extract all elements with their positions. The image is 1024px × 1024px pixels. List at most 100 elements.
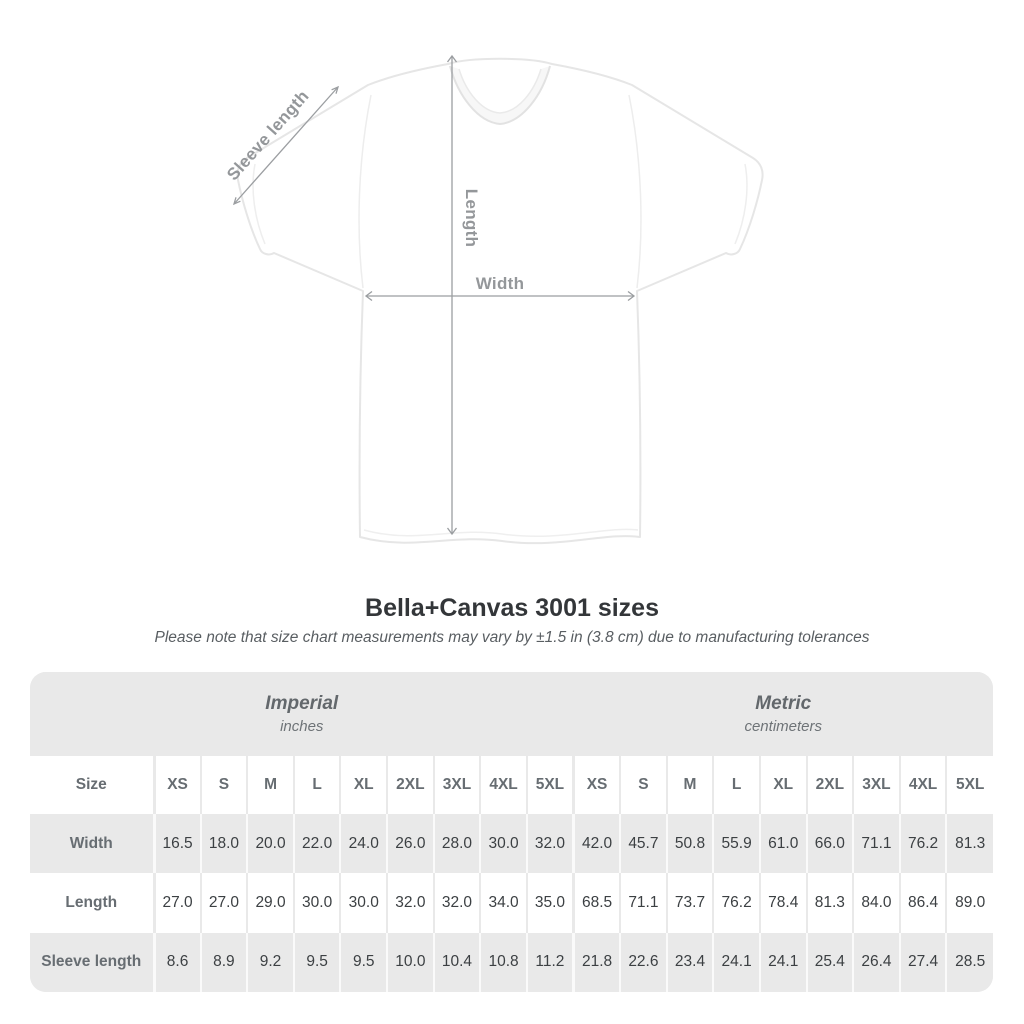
- size-table: Imperial inches Metric centimeters Size …: [30, 672, 993, 992]
- measurement-row: Width 16.5 18.0 20.0 22.0 24.0 26.0 28.0 30.0 32.…: [30, 814, 993, 874]
- value-cell: 32.0: [386, 873, 434, 933]
- value-cell: 30.0: [292, 873, 341, 933]
- value-cell: 30.0: [479, 814, 527, 874]
- size-col-header: 5XL: [525, 756, 574, 814]
- value-cell: 84.0: [852, 873, 900, 933]
- size-col-header: XS: [571, 756, 621, 814]
- value-cell: 32.0: [432, 873, 481, 933]
- value-cell: 71.1: [619, 873, 667, 933]
- size-header-row: Size XS S M L XL 2XL 3XL 4XL 5XL XS S M L XL 2XL 3XL 4XL…: [30, 756, 993, 814]
- value-cell: 24.0: [339, 814, 388, 874]
- tshirt-illustration: [236, 57, 764, 545]
- size-col-header: S: [199, 756, 248, 814]
- value-cell: 35.0: [525, 873, 574, 933]
- value-cell: 73.7: [665, 873, 714, 933]
- value-cell: 55.9: [712, 814, 760, 874]
- size-col-header: 5XL: [945, 756, 993, 814]
- size-col-header: 3XL: [432, 756, 481, 814]
- value-cell: 27.4: [898, 932, 947, 992]
- value-cell: 9.5: [292, 932, 341, 992]
- size-corner-header: Size: [30, 756, 154, 814]
- value-cell: 9.5: [339, 932, 388, 992]
- value-cell: 21.8: [571, 932, 621, 992]
- sleeve-dimension-line: [233, 86, 339, 205]
- value-cell: 18.0: [199, 814, 248, 874]
- size-table-card: Imperial inches Metric centimeters Size …: [30, 672, 993, 992]
- value-cell: 81.3: [945, 814, 993, 874]
- value-cell: 26.4: [852, 932, 900, 992]
- size-col-header: S: [619, 756, 667, 814]
- tshirt-diagram: Length Width Sleeve length: [223, 54, 764, 545]
- size-col-header: 4XL: [898, 756, 947, 814]
- page-subtitle: Please note that size chart measurements…: [154, 629, 870, 646]
- value-cell: 71.1: [852, 814, 900, 874]
- size-col-header: XL: [339, 756, 388, 814]
- value-cell: 29.0: [246, 873, 294, 933]
- value-cell: 10.0: [386, 932, 434, 992]
- value-cell: 28.5: [945, 932, 993, 992]
- value-cell: 42.0: [571, 814, 621, 874]
- metric-unit: centimeters: [744, 718, 822, 735]
- value-cell: 25.4: [805, 932, 854, 992]
- measurement-row: Sleeve length 8.6 8.9 9.2 9.5 9.5 10.0 10.4 10.8…: [30, 932, 993, 992]
- measurement-row: Length 27.0 27.0 29.0 30.0 30.0 32.0 32.0 34.0 35…: [30, 873, 993, 933]
- value-cell: 27.0: [152, 873, 201, 933]
- imperial-unit: inches: [280, 718, 324, 735]
- value-cell: 76.2: [712, 873, 760, 933]
- length-annotation: Length: [462, 189, 481, 247]
- value-cell: 28.0: [432, 814, 481, 874]
- size-col-header: M: [246, 756, 294, 814]
- value-cell: 8.9: [199, 932, 248, 992]
- page-title: Bella+Canvas 3001 sizes: [365, 594, 659, 622]
- value-cell: 10.8: [479, 932, 527, 992]
- size-col-header: 2XL: [386, 756, 434, 814]
- width-annotation: Width: [476, 274, 525, 293]
- value-cell: 68.5: [571, 873, 621, 933]
- size-col-header: M: [665, 756, 714, 814]
- row-label: Sleeve length: [30, 932, 154, 992]
- value-cell: 24.1: [712, 932, 760, 992]
- value-cell: 66.0: [805, 814, 854, 874]
- width-dimension: Width: [364, 274, 636, 302]
- size-col-header: 3XL: [852, 756, 900, 814]
- row-label: Length: [30, 873, 154, 933]
- value-cell: 24.1: [758, 932, 807, 992]
- value-cell: 76.2: [898, 814, 947, 874]
- size-col-header: 4XL: [479, 756, 527, 814]
- value-cell: 30.0: [339, 873, 388, 933]
- size-col-header: L: [712, 756, 760, 814]
- collar: [450, 66, 550, 124]
- row-label: Width: [30, 814, 154, 874]
- size-col-header: XL: [758, 756, 807, 814]
- value-cell: 22.0: [292, 814, 341, 874]
- value-cell: 10.4: [432, 932, 481, 992]
- value-cell: 86.4: [898, 873, 947, 933]
- value-cell: 22.6: [619, 932, 667, 992]
- value-cell: 78.4: [758, 873, 807, 933]
- metric-label: Metric: [755, 693, 812, 714]
- value-cell: 89.0: [945, 873, 993, 933]
- value-cell: 23.4: [665, 932, 714, 992]
- length-dimension: Length: [446, 54, 481, 536]
- imperial-section-header: Imperial inches: [30, 672, 574, 756]
- value-cell: 11.2: [525, 932, 574, 992]
- value-cell: 32.0: [525, 814, 574, 874]
- value-cell: 27.0: [199, 873, 248, 933]
- value-cell: 9.2: [246, 932, 294, 992]
- value-cell: 34.0: [479, 873, 527, 933]
- value-cell: 26.0: [386, 814, 434, 874]
- value-cell: 8.6: [152, 932, 201, 992]
- size-col-header: XS: [152, 756, 201, 814]
- value-cell: 61.0: [758, 814, 807, 874]
- metric-section-header: Metric centimeters: [573, 672, 993, 756]
- value-cell: 20.0: [246, 814, 294, 874]
- imperial-label: Imperial: [265, 693, 339, 714]
- value-cell: 16.5: [152, 814, 201, 874]
- value-cell: 45.7: [619, 814, 667, 874]
- size-col-header: 2XL: [805, 756, 854, 814]
- size-col-header: L: [292, 756, 341, 814]
- value-cell: 81.3: [805, 873, 854, 933]
- value-cell: 50.8: [665, 814, 714, 874]
- unit-band-row: Imperial inches Metric centimeters: [30, 672, 993, 756]
